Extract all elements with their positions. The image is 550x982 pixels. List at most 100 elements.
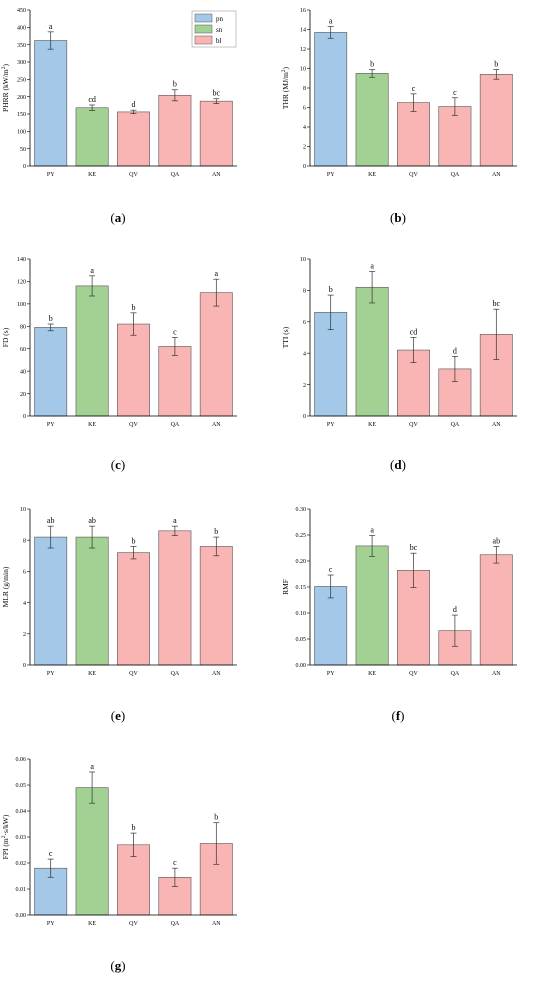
- significance-letter: b: [173, 80, 177, 89]
- significance-letter: a: [329, 17, 333, 26]
- x-tick-label: QA: [171, 422, 180, 428]
- legend-label-pn: pn: [216, 15, 224, 23]
- x-tick-label: QV: [409, 172, 418, 178]
- bar-ke: [75, 107, 109, 167]
- bar-py: [34, 327, 68, 417]
- significance-letter: cd: [88, 95, 96, 104]
- chart-panel-c: b a b c a 0 20 40 60 80 100 120 140 PY KE QV QA AN FD (s) (…: [1, 257, 237, 472]
- y-tick-label: 0.03: [16, 835, 27, 841]
- significance-letter: b: [329, 285, 333, 294]
- error-bar-an: [213, 536, 220, 557]
- error-bar-ke: [369, 271, 376, 304]
- significance-letter: c: [412, 84, 416, 93]
- x-tick-label: QA: [171, 172, 180, 178]
- y-axis-label: PHRR (kW/m2): [1, 64, 10, 112]
- legend: pn sn bl: [191, 10, 237, 48]
- bar-py: [314, 586, 348, 666]
- legend-swatch-pn: [194, 13, 213, 23]
- bar-an: [479, 74, 513, 167]
- significance-letter: ab: [47, 516, 55, 525]
- error-bar-qv: [130, 832, 137, 857]
- significance-letter: c: [453, 88, 457, 97]
- x-tick-label: PY: [47, 422, 55, 428]
- error-bar-qv: [410, 552, 417, 588]
- y-tick-label: 450: [17, 8, 26, 14]
- y-tick-label: 60: [20, 347, 26, 353]
- bar-qv: [117, 552, 150, 666]
- y-tick-label: 0: [303, 164, 306, 170]
- x-tick-label: PY: [47, 172, 55, 178]
- y-tick-label: 4: [23, 601, 26, 607]
- bar-an: [199, 292, 233, 417]
- bar-ke: [75, 787, 109, 916]
- error-bar-ke: [89, 104, 96, 111]
- error-bar-ke: [369, 69, 376, 78]
- y-tick-label: 40: [20, 369, 26, 375]
- x-tick-label: KE: [88, 921, 96, 927]
- legend-label-sn: sn: [216, 26, 223, 34]
- significance-letter: bc: [213, 89, 221, 98]
- error-bar-py: [47, 323, 54, 332]
- bar-ke: [355, 286, 389, 417]
- y-tick-label: 20: [20, 392, 26, 398]
- error-bar-py: [327, 26, 334, 39]
- x-tick-label: QV: [129, 671, 138, 677]
- y-tick-label: 14: [300, 28, 306, 34]
- bar-qa: [158, 530, 192, 666]
- error-bar-ke: [369, 535, 376, 557]
- x-tick-label: QA: [451, 422, 460, 428]
- y-tick-label: 8: [23, 538, 26, 544]
- x-tick-label: KE: [88, 422, 96, 428]
- bar-qa: [438, 106, 472, 167]
- significance-letter: b: [214, 527, 218, 536]
- legend-swatch-bl: [194, 35, 213, 45]
- x-tick-label: KE: [368, 671, 376, 677]
- y-axis-label: FD (s): [1, 327, 10, 347]
- x-tick-label: PY: [47, 671, 55, 677]
- panel-label: (f): [391, 708, 404, 723]
- y-tick-label: 12: [300, 47, 306, 53]
- significance-letter: d: [132, 100, 136, 109]
- significance-letter: b: [132, 823, 136, 832]
- x-tick-label: KE: [368, 422, 376, 428]
- y-tick-label: 16: [300, 8, 306, 14]
- x-tick-label: KE: [368, 172, 376, 178]
- error-bar-qv: [410, 93, 417, 112]
- x-tick-label: PY: [47, 921, 55, 927]
- y-tick-label: 0.30: [296, 507, 307, 513]
- significance-letter: a: [90, 266, 94, 275]
- y-tick-label: 150: [17, 112, 26, 118]
- x-tick-label: PY: [327, 671, 335, 677]
- x-tick-label: PY: [327, 172, 335, 178]
- y-tick-label: 0.00: [296, 663, 307, 669]
- bar-qa: [158, 94, 192, 167]
- y-tick-label: 0.15: [296, 585, 307, 591]
- y-tick-label: 100: [17, 130, 26, 136]
- significance-letter: c: [173, 858, 177, 867]
- significance-letter: bc: [410, 543, 418, 552]
- x-tick-label: AN: [492, 172, 501, 178]
- x-tick-label: KE: [88, 671, 96, 677]
- y-tick-label: 0: [23, 663, 26, 669]
- significance-letter: a: [49, 22, 53, 31]
- bar-qv: [117, 323, 150, 417]
- error-bar-qa: [451, 97, 458, 116]
- significance-letter: c: [329, 565, 333, 574]
- y-tick-label: 0.01: [16, 887, 27, 893]
- significance-letter: a: [370, 526, 374, 535]
- x-tick-label: QA: [451, 172, 460, 178]
- y-tick-label: 0.20: [296, 559, 307, 565]
- significance-letter: d: [453, 605, 457, 614]
- significance-letter: b: [494, 59, 498, 68]
- panel-label: (b): [390, 210, 406, 225]
- chart-panel-d: b a cd d bc 0 2 4 6 8 10 PY KE QV QA AN TTI (s) (d): [281, 257, 517, 472]
- y-tick-label: 0: [23, 414, 26, 420]
- bar-ke: [75, 536, 109, 666]
- y-tick-label: 2: [303, 383, 306, 389]
- x-tick-label: QA: [451, 671, 460, 677]
- error-bar-py: [47, 31, 54, 50]
- y-tick-label: 350: [17, 43, 26, 49]
- error-bar-an: [213, 278, 220, 307]
- bar-ke: [355, 545, 389, 666]
